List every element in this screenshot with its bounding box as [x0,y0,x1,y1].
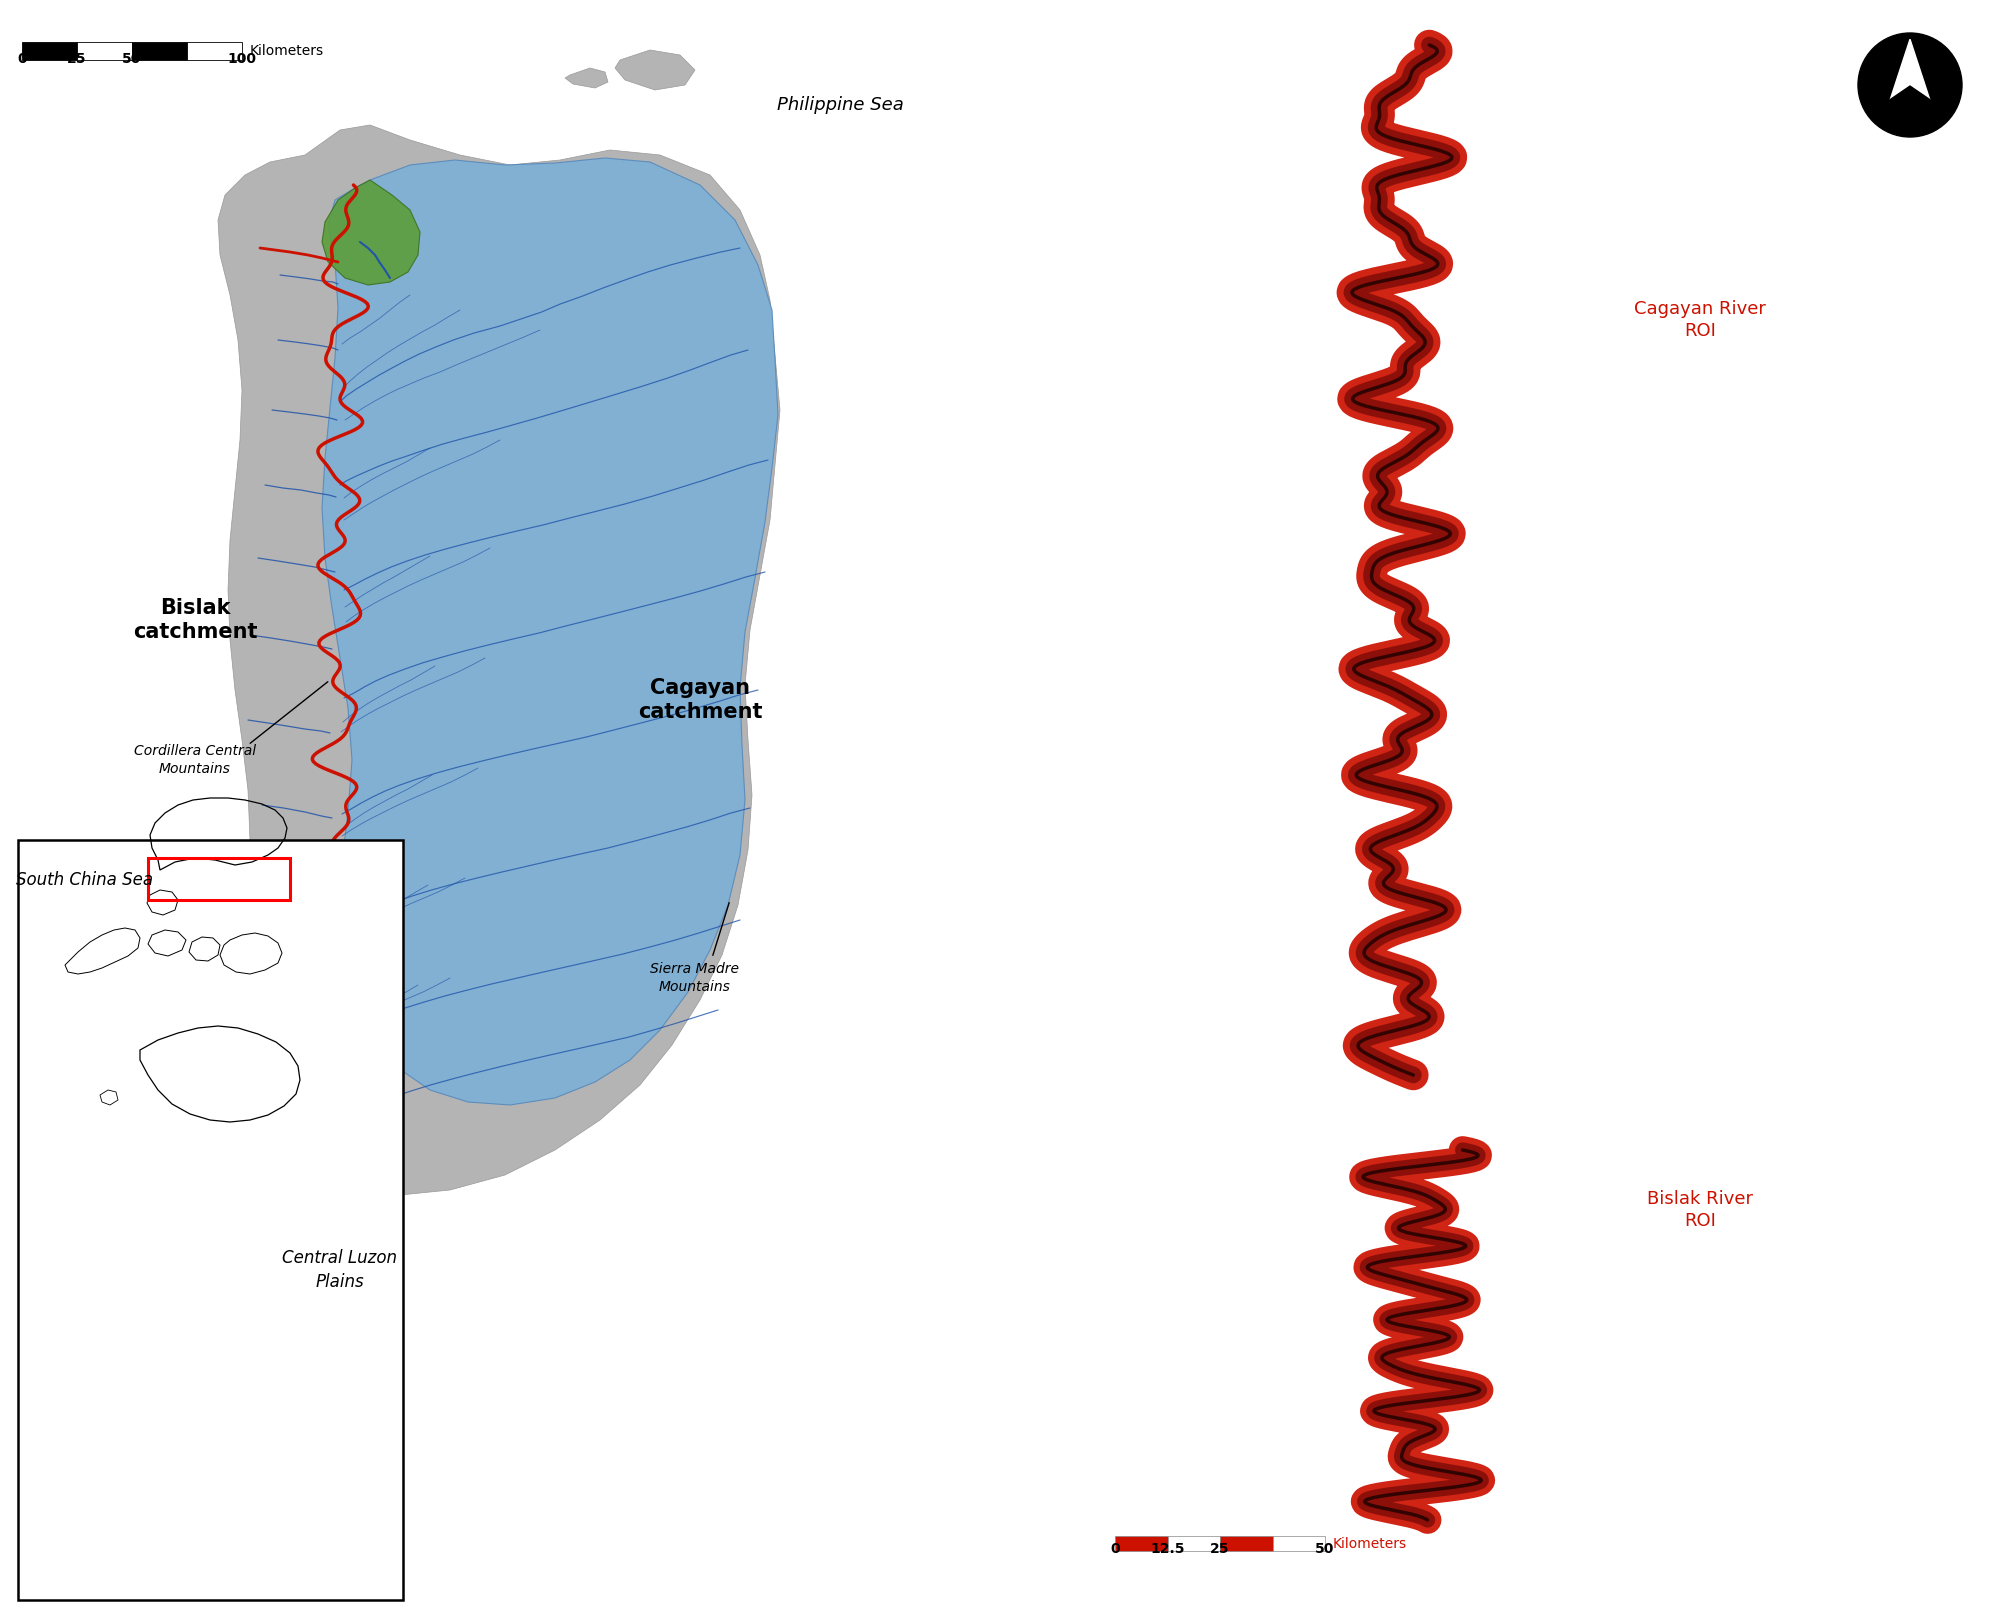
Text: 100: 100 [228,52,256,66]
Bar [18,839,404,1599]
Text: Cagayan River
ROI: Cagayan River ROI [1634,300,1766,341]
Bar [148,859,290,901]
Text: Philippine Sea: Philippine Sea [776,95,904,115]
Bar [188,42,242,60]
Text: 50: 50 [122,52,142,66]
Text: Kilometers: Kilometers [250,44,324,58]
Text: Central Luzon
Plains: Central Luzon Plains [282,1249,398,1291]
Polygon shape [322,158,778,1106]
Text: 25: 25 [1210,1541,1230,1556]
Polygon shape [218,124,780,1194]
Text: 0: 0 [1110,1541,1120,1556]
Bar [1116,1537,1168,1551]
Text: Kilometers: Kilometers [1332,1537,1408,1551]
Bar [76,42,132,60]
Text: Bislak
catchment: Bislak catchment [132,597,258,642]
Text: Cordillera Central
Mountains: Cordillera Central Mountains [134,744,256,776]
Polygon shape [322,181,420,286]
Polygon shape [566,68,608,89]
Text: 50: 50 [1316,1541,1334,1556]
Circle shape [1858,32,1962,137]
Text: 0: 0 [18,52,26,66]
Polygon shape [616,50,696,90]
Polygon shape [1890,86,1930,126]
Polygon shape [1890,39,1930,100]
Text: Sierra Madre
Mountains: Sierra Madre Mountains [650,962,740,994]
Text: 12.5: 12.5 [1150,1541,1184,1556]
Text: Cagayan
catchment: Cagayan catchment [638,678,762,723]
Bar [1272,1537,1324,1551]
Bar [22,42,76,60]
Text: South China Sea: South China Sea [16,872,154,889]
Bar [132,42,188,60]
Text: Bislak River
ROI: Bislak River ROI [1648,1190,1752,1230]
Bar [1220,1537,1272,1551]
Bar [1168,1537,1220,1551]
Text: 25: 25 [68,52,86,66]
